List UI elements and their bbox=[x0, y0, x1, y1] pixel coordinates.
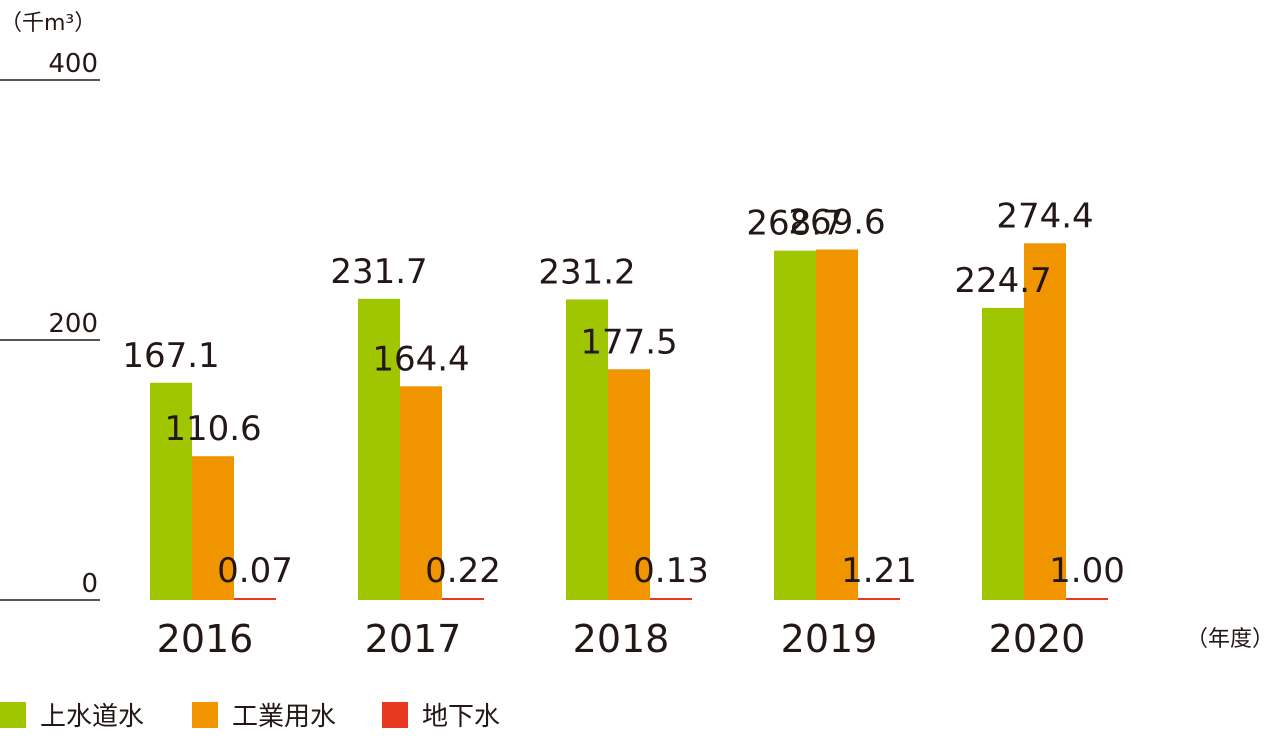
data-label-2017-series-0: 231.7 bbox=[330, 252, 427, 292]
y-tick-label: 0 bbox=[81, 569, 98, 599]
legend: 上水道水 工業用水 地下水 bbox=[0, 702, 500, 732]
legend-swatch bbox=[382, 702, 408, 728]
bar-2020-series-0 bbox=[982, 308, 1024, 600]
data-label-2020-series-1: 274.4 bbox=[996, 196, 1093, 236]
bar-2019-series-0 bbox=[774, 251, 816, 600]
legend-label: 上水道水 bbox=[40, 702, 144, 732]
y-unit-label: （千m³） bbox=[0, 11, 96, 36]
x-category-label: 2016 bbox=[157, 617, 254, 661]
legend-label: 工業用水 bbox=[232, 702, 336, 732]
data-label-2020-series-2: 1.00 bbox=[1049, 551, 1125, 591]
data-label-2018-series-1: 177.5 bbox=[580, 322, 677, 362]
bar-2020-series-2 bbox=[1066, 598, 1108, 600]
data-label-2017-series-1: 164.4 bbox=[372, 339, 469, 379]
x-category-label: 2017 bbox=[365, 617, 462, 661]
bar-2019-series-2 bbox=[858, 598, 900, 600]
y-tick-label: 200 bbox=[48, 309, 98, 339]
bar-2019-series-1 bbox=[816, 250, 858, 600]
data-label-2019-series-2: 1.21 bbox=[841, 551, 917, 591]
data-label-2016-series-2: 0.07 bbox=[217, 551, 293, 591]
legend-label: 地下水 bbox=[422, 702, 500, 732]
legend-swatch bbox=[0, 702, 26, 728]
category-labels: 2016 2017 2018 2019 2020 bbox=[157, 617, 1086, 661]
data-label-2018-series-2: 0.13 bbox=[633, 551, 709, 591]
x-category-label: 2018 bbox=[573, 617, 670, 661]
x-category-label: 2019 bbox=[781, 617, 878, 661]
legend-swatch bbox=[192, 702, 218, 728]
data-label-2018-series-0: 231.2 bbox=[538, 252, 635, 292]
data-label-2016-series-1: 110.6 bbox=[164, 409, 261, 449]
y-tick-label: 400 bbox=[48, 49, 98, 79]
data-label-2019-series-1: 269.6 bbox=[788, 203, 885, 243]
data-label-2016-series-0: 167.1 bbox=[122, 336, 219, 376]
bar-2017-series-2 bbox=[442, 598, 484, 600]
bar-2018-series-2 bbox=[650, 598, 692, 600]
data-label-2017-series-2: 0.22 bbox=[425, 551, 501, 591]
y-axis: 0 200 400 bbox=[0, 49, 100, 600]
x-unit-label: （年度） bbox=[1186, 627, 1274, 652]
data-label-2020-series-0: 224.7 bbox=[954, 261, 1051, 301]
bar-2016-series-2 bbox=[234, 598, 276, 600]
x-category-label: 2020 bbox=[989, 617, 1086, 661]
